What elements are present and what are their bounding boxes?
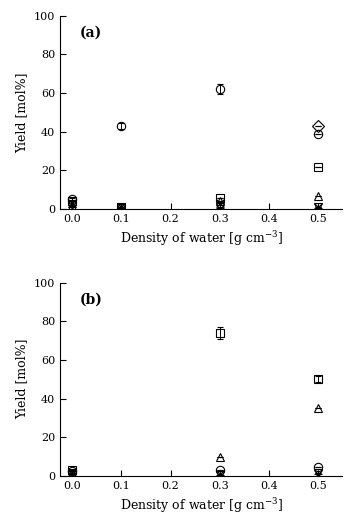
X-axis label: Density of water [g cm$^{-3}$]: Density of water [g cm$^{-3}$] <box>120 496 283 515</box>
Y-axis label: Yield [mol%]: Yield [mol%] <box>15 72 28 153</box>
Text: (a): (a) <box>80 25 102 39</box>
Text: (b): (b) <box>80 292 103 306</box>
Y-axis label: Yield [mol%]: Yield [mol%] <box>15 339 28 419</box>
X-axis label: Density of water [g cm$^{-3}$]: Density of water [g cm$^{-3}$] <box>120 230 283 248</box>
